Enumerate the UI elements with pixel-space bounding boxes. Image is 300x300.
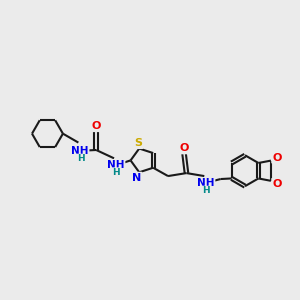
Text: O: O [272,179,281,189]
Text: O: O [272,153,281,163]
Text: H: H [76,154,84,164]
Text: N: N [132,172,142,183]
Text: NH: NH [71,146,88,156]
Text: O: O [92,121,101,131]
Text: H: H [112,168,120,177]
Text: H: H [202,186,210,195]
Text: NH: NH [197,178,214,188]
Text: NH: NH [107,160,124,170]
Text: O: O [179,143,189,153]
Text: S: S [134,138,142,148]
